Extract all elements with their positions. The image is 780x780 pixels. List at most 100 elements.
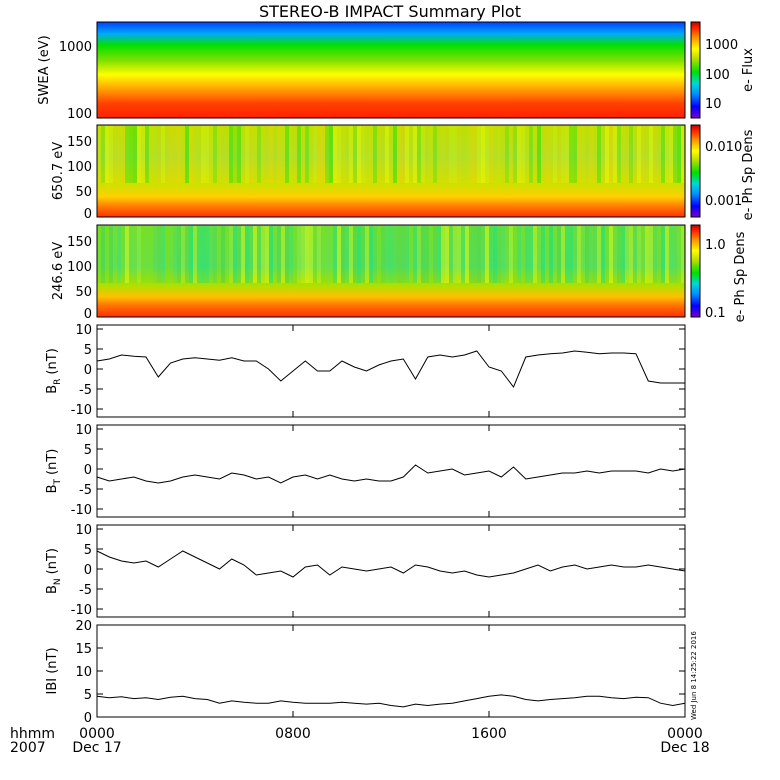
texture-stripe [229,226,233,284]
texture-stripe [545,226,549,284]
texture-stripe [637,226,641,284]
texture-stripe [217,126,221,184]
texture-stripe [137,126,141,184]
texture-stripe [421,126,425,184]
texture-stripe [309,226,313,284]
texture-stripe [669,126,673,184]
texture-stripe [321,126,325,184]
texture-stripe [397,226,401,284]
texture-stripe [221,226,225,284]
texture-stripe [493,226,497,284]
y-tick-label: 20 [75,619,92,634]
texture-stripe [589,126,593,184]
swea-ylabel: SWEA (eV) [37,35,52,104]
texture-stripe [429,126,433,184]
series-line [96,464,686,484]
panel-frame [96,624,686,718]
texture-stripe [105,126,109,184]
texture-stripe [369,226,373,284]
texture-stripe [677,126,681,184]
texture-stripe [169,126,173,184]
panel-1: -10 -5 0 5 10 BT (nT) [45,423,686,518]
texture-stripe [589,226,593,284]
texture-stripe [617,226,621,284]
texture-stripe [469,126,473,184]
texture-stripe [609,226,613,284]
texture-stripe [233,226,237,284]
texture-stripe [205,126,209,184]
texture-stripe [361,226,365,284]
texture-stripe [161,126,165,184]
texture-stripe [449,226,453,284]
texture-stripe [577,226,581,284]
texture-stripe [473,126,477,184]
texture-stripe [385,226,389,284]
time-axis-corner-label: hhmm [10,726,55,742]
texture-stripe [393,126,397,184]
texture-stripe [209,226,213,284]
texture-stripe [257,126,261,184]
texture-stripe [625,126,629,184]
texture-stripe [377,126,381,184]
texture-stripe [513,126,517,184]
texture-stripe [617,126,621,184]
texture-stripe [269,226,273,284]
swea-spectrogram [97,22,685,118]
texture-stripe [349,126,353,184]
texture-stripe [453,126,457,184]
texture-stripe [601,126,605,184]
swea-colorbar [690,21,701,119]
texture-stripe [445,126,449,184]
texture-stripe [113,126,117,184]
y-tick-label: 0 [84,711,92,726]
texture-stripe [389,226,393,284]
texture-stripe [173,226,177,284]
texture-stripe [189,226,193,284]
ylabel-unit: (nT) [45,348,60,374]
texture-stripe [461,226,465,284]
texture-stripe [341,126,345,184]
texture-stripe [101,226,105,284]
texture-stripe [301,126,305,184]
panel-frame [96,324,686,418]
texture-stripe [645,226,649,284]
texture-stripe [585,126,589,184]
pad-246-spectrogram [97,225,685,317]
texture-stripe [561,126,565,184]
texture-stripe [505,126,509,184]
texture-stripe [101,126,105,184]
time-tick-0000: 0000 [79,726,115,742]
texture-stripe [237,226,241,284]
texture-stripe [401,226,405,284]
pad-246-cbar-tick-01: 0.1 [705,306,726,321]
texture-stripe [441,126,445,184]
texture-stripe [465,126,469,184]
pad-650-texture [97,126,685,184]
texture-stripe [185,126,189,184]
texture-stripe [425,126,429,184]
texture-stripe [145,126,149,184]
y-tick-label: -10 [71,403,92,418]
texture-stripe [433,126,437,184]
pad-650-cbar-tick-0010: 0.010 [705,140,742,155]
texture-stripe [521,126,525,184]
texture-stripe [581,226,585,284]
pad-246-colorbar [690,224,701,318]
swea-cbar-tick-10: 10 [705,97,722,112]
date-label-end: Dec 18 [660,740,709,756]
y-tick-label: -5 [79,583,92,598]
texture-stripe [133,226,137,284]
texture-stripe [273,126,277,184]
texture-stripe [337,126,341,184]
pad-246-ytick-50: 50 [75,285,92,300]
texture-stripe [441,226,445,284]
texture-stripe [489,126,493,184]
pad-246-panel: 246.6 eV 0 50 100 150 1.0 0.1 [51,224,726,322]
texture-stripe [161,226,165,284]
pad-650-ytick-150: 150 [67,135,92,150]
y-tick-label: -5 [79,383,92,398]
texture-stripe [181,126,185,184]
ylabel-subscript: R [53,379,63,385]
texture-stripe [221,126,225,184]
texture-stripe [673,126,677,184]
